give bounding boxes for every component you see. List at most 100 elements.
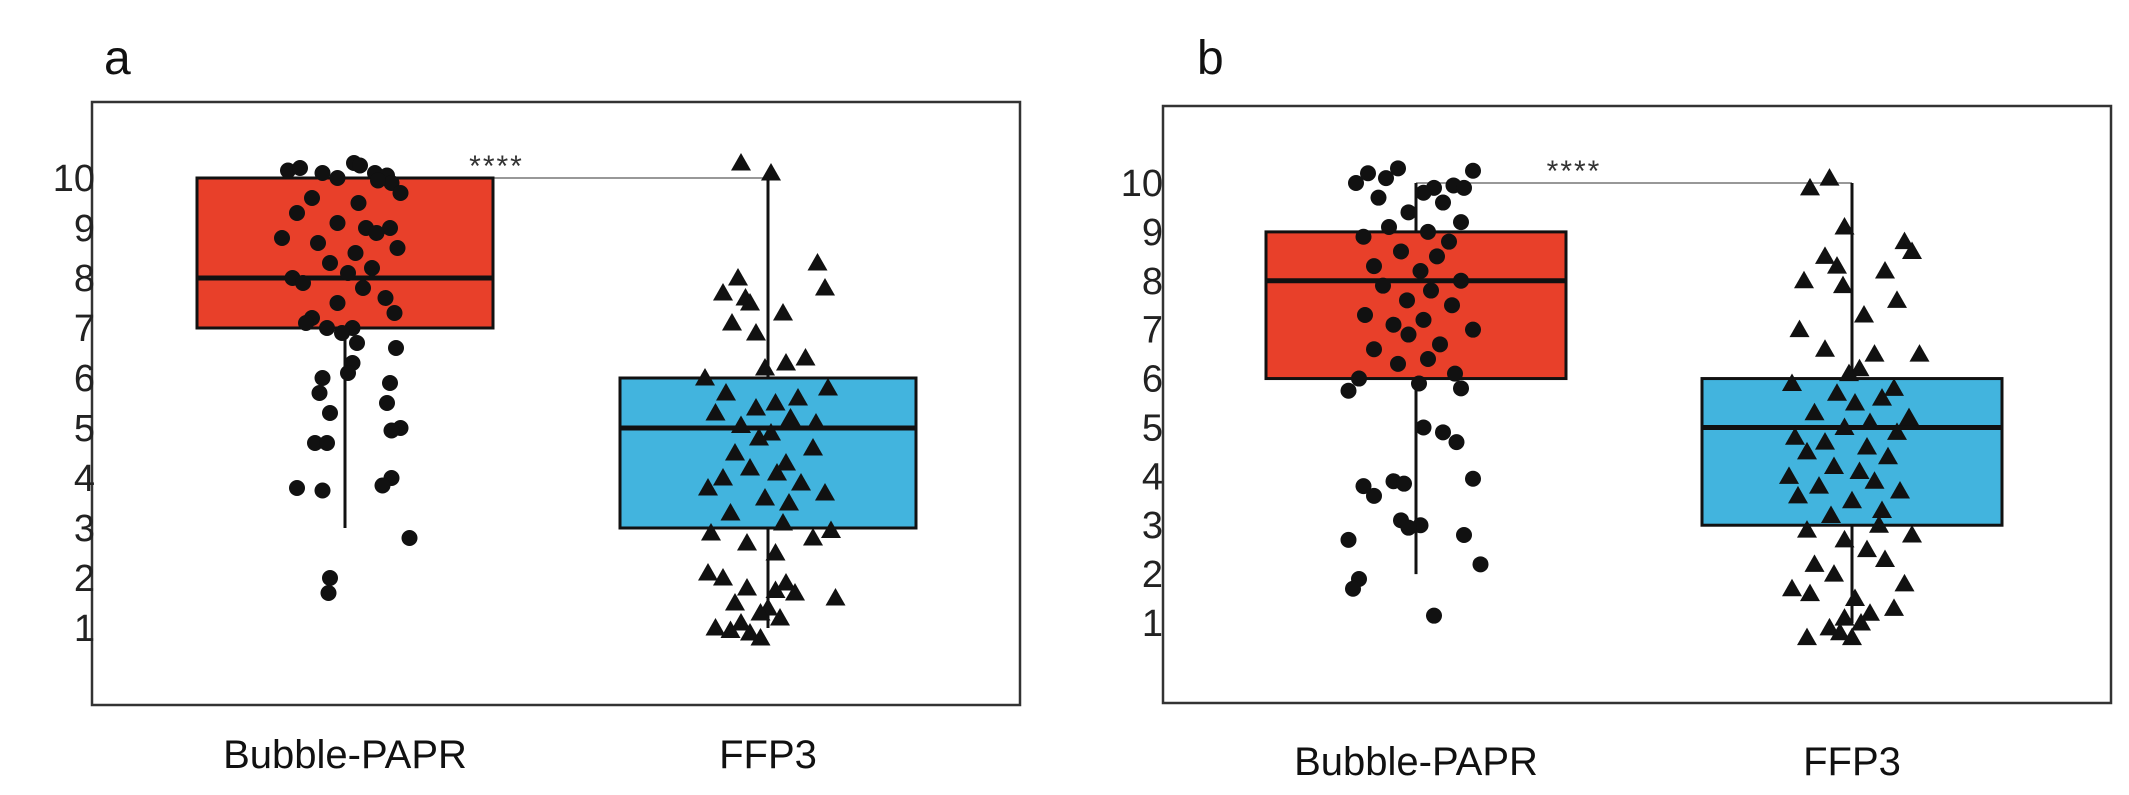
data-point xyxy=(1860,603,1880,621)
data-point xyxy=(292,160,308,176)
data-point xyxy=(1797,627,1817,646)
data-point xyxy=(1800,583,1820,602)
data-point xyxy=(1887,290,1907,308)
data-point xyxy=(1884,378,1904,396)
box xyxy=(1264,230,1568,381)
data-point xyxy=(1453,214,1469,231)
data-point xyxy=(1849,358,1870,377)
data-point xyxy=(1370,189,1387,206)
data-point xyxy=(765,393,786,411)
data-point xyxy=(364,260,380,276)
data-point xyxy=(1453,272,1469,289)
data-point xyxy=(1447,365,1463,382)
data-point xyxy=(340,265,356,281)
data-point xyxy=(1890,481,1910,499)
data-point xyxy=(1819,617,1840,636)
data-point xyxy=(1385,316,1402,333)
y-tick-label: 5 xyxy=(74,408,95,450)
data-point xyxy=(705,618,726,636)
data-point xyxy=(1789,319,1810,338)
data-point xyxy=(1782,578,1802,597)
data-point xyxy=(1435,424,1451,441)
data-point xyxy=(298,315,314,331)
data-point xyxy=(329,170,346,186)
data-point xyxy=(806,413,826,431)
data-point xyxy=(1872,500,1892,519)
data-point xyxy=(1842,627,1862,646)
data-point xyxy=(746,323,766,341)
data-point xyxy=(701,523,721,541)
data-point xyxy=(1415,311,1432,328)
data-point xyxy=(340,365,356,381)
data-point xyxy=(1857,437,1877,455)
panel-letter: a xyxy=(104,32,131,85)
data-point xyxy=(746,398,766,416)
data-point xyxy=(370,172,386,189)
y-tick-label: 3 xyxy=(1142,505,1163,547)
series-bubble-papr xyxy=(195,155,495,601)
data-marks xyxy=(1264,160,2004,646)
data-point xyxy=(1472,556,1489,573)
data-point xyxy=(1864,471,1885,489)
data-point xyxy=(314,482,331,499)
data-point xyxy=(1351,370,1367,387)
data-point xyxy=(1878,446,1898,465)
data-point xyxy=(1804,402,1825,421)
y-tick-label: 10 xyxy=(53,158,95,200)
data-point xyxy=(368,225,385,241)
data-point xyxy=(1894,573,1915,592)
data-point xyxy=(720,620,741,638)
data-point xyxy=(1412,263,1429,279)
data-point xyxy=(761,423,781,441)
data-point xyxy=(1465,162,1481,179)
data-point xyxy=(731,613,751,631)
data-point xyxy=(1804,554,1825,572)
data-point xyxy=(1390,160,1406,177)
series-bubble-papr xyxy=(1264,160,1568,624)
data-point xyxy=(1448,434,1465,451)
data-point xyxy=(705,403,726,421)
data-point xyxy=(1423,282,1439,299)
data-point xyxy=(770,608,790,626)
y-tick-label: 10 xyxy=(1121,163,1163,205)
data-point xyxy=(1444,297,1460,314)
y-tick-label: 6 xyxy=(1142,359,1163,401)
data-point xyxy=(773,513,793,531)
data-point xyxy=(1456,527,1472,543)
data-point xyxy=(740,458,760,476)
data-point xyxy=(1381,219,1397,235)
data-point xyxy=(720,503,741,521)
data-point xyxy=(1348,175,1364,191)
y-tick-label: 3 xyxy=(74,508,95,550)
data-point xyxy=(1456,179,1472,196)
data-point xyxy=(1860,412,1880,431)
data-point xyxy=(1400,519,1417,536)
data-point xyxy=(1809,476,1829,494)
data-point xyxy=(803,438,823,456)
data-point xyxy=(1432,336,1448,353)
data-point xyxy=(1390,355,1406,372)
data-point xyxy=(821,520,841,538)
data-point xyxy=(825,588,846,606)
data-point xyxy=(765,580,786,598)
data-point xyxy=(352,157,368,174)
data-point xyxy=(1857,539,1877,558)
data-point xyxy=(1864,344,1885,362)
y-tick-label: 2 xyxy=(74,558,95,600)
x-category-label: FFP3 xyxy=(1803,740,1901,784)
data-point xyxy=(1400,204,1417,221)
data-point xyxy=(1357,307,1373,323)
data-point xyxy=(320,585,337,601)
data-point xyxy=(350,195,367,211)
data-point xyxy=(1415,419,1432,436)
data-point xyxy=(737,533,757,551)
significance-label: **** xyxy=(1547,155,1602,188)
x-category-label: Bubble-PAPR xyxy=(223,733,467,777)
data-point xyxy=(1345,580,1361,597)
data-point xyxy=(1894,231,1915,250)
data-point xyxy=(329,295,346,311)
data-point xyxy=(1415,184,1432,201)
data-point xyxy=(1788,485,1808,504)
data-point xyxy=(1902,525,1922,543)
data-point xyxy=(1899,407,1919,426)
